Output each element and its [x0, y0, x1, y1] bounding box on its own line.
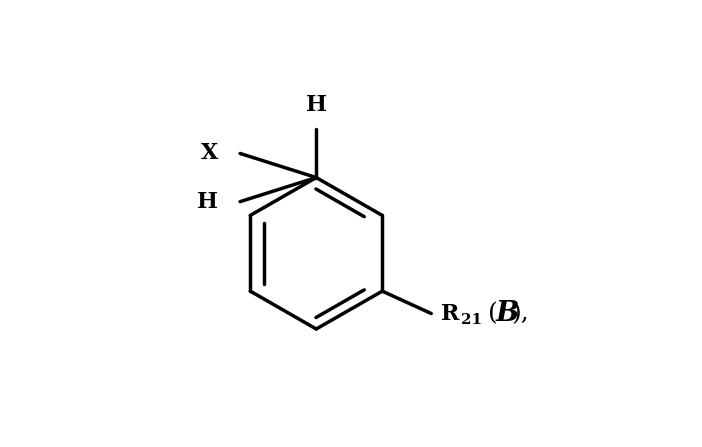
Text: B: B [496, 300, 519, 327]
Text: R: R [441, 303, 459, 325]
Text: X: X [201, 143, 218, 164]
Text: (: ( [489, 302, 498, 325]
Text: 21: 21 [461, 313, 482, 327]
Text: H: H [197, 190, 218, 213]
Text: ),: ), [512, 302, 529, 325]
Text: H: H [306, 93, 326, 116]
